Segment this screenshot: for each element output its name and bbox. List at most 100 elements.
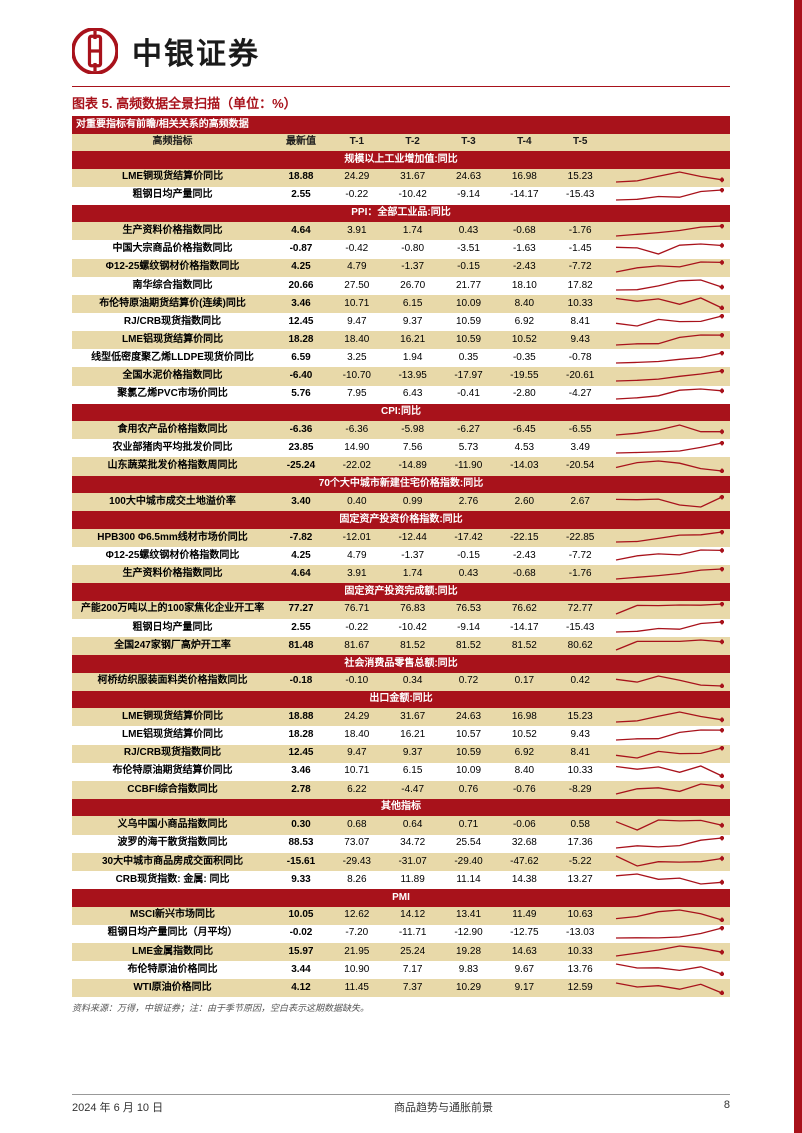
value-cell: -31.07 [385, 853, 441, 871]
value-cell: -7.20 [329, 925, 385, 943]
value-cell: 4.25 [273, 547, 329, 565]
value-cell: 19.28 [441, 943, 497, 961]
value-cell: 10.59 [441, 331, 497, 349]
section-header: PMI [72, 889, 730, 907]
sparkline [608, 637, 730, 655]
value-cell: 8.40 [496, 763, 552, 781]
value-cell: 0.72 [441, 673, 497, 691]
value-cell: 0.34 [385, 673, 441, 691]
table-row: LME金属指数同比15.9721.9525.2419.2814.6310.33 [72, 943, 730, 961]
value-cell: 9.37 [385, 313, 441, 331]
value-cell: 11.14 [441, 871, 497, 889]
value-cell: -7.82 [273, 529, 329, 547]
table-row: RJ/CRB现货指数同比12.459.479.3710.596.928.41 [72, 745, 730, 763]
value-cell: 3.91 [329, 222, 385, 240]
indicator-name: Φ12-25螺纹钢材价格指数同比 [72, 259, 273, 277]
value-cell: -10.70 [329, 367, 385, 385]
value-cell: -5.98 [385, 421, 441, 439]
value-cell: -29.43 [329, 853, 385, 871]
value-cell: 17.36 [552, 835, 608, 853]
value-cell: 13.27 [552, 871, 608, 889]
value-cell: -19.55 [496, 367, 552, 385]
boc-logo-icon [72, 28, 118, 74]
value-cell: -3.51 [441, 240, 497, 258]
indicator-name: 柯桥纺织服装面料类价格指数同比 [72, 673, 273, 691]
value-cell: 0.58 [552, 816, 608, 834]
column-header-row: 高频指标最新值T-1T-2T-3T-4T-5 [72, 134, 730, 152]
value-cell: 81.52 [496, 637, 552, 655]
value-cell: 73.07 [329, 835, 385, 853]
value-cell: 9.47 [329, 313, 385, 331]
value-cell: 12.45 [273, 745, 329, 763]
table-row: CCBFI综合指数同比2.786.22-4.470.76-0.76-8.29 [72, 781, 730, 799]
value-cell: -0.42 [329, 240, 385, 258]
value-cell: -15.43 [552, 187, 608, 205]
value-cell: -17.97 [441, 367, 497, 385]
value-cell: -6.40 [273, 367, 329, 385]
value-cell: 11.89 [385, 871, 441, 889]
value-cell: 15.23 [552, 169, 608, 187]
value-cell: -0.68 [496, 565, 552, 583]
indicator-name: LME铜现货结算价同比 [72, 708, 273, 726]
table-row: 全国水泥价格指数同比-6.40-10.70-13.95-17.97-19.55-… [72, 367, 730, 385]
value-cell: -0.78 [552, 349, 608, 367]
value-cell: 4.53 [496, 439, 552, 457]
value-cell: -0.22 [329, 619, 385, 637]
sparkline [608, 925, 730, 943]
value-cell: 18.28 [273, 331, 329, 349]
value-cell: 10.71 [329, 763, 385, 781]
value-cell: -12.44 [385, 529, 441, 547]
sparkline [608, 222, 730, 240]
value-cell: 14.90 [329, 439, 385, 457]
value-cell: 76.53 [441, 601, 497, 619]
indicator-name: 聚氯乙烯PVC市场价同比 [72, 386, 273, 404]
col-spark [608, 134, 730, 152]
value-cell: 18.28 [273, 726, 329, 744]
indicator-name: 粗钢日均产量同比（月平均） [72, 925, 273, 943]
value-cell: 9.83 [441, 961, 497, 979]
value-cell: 21.95 [329, 943, 385, 961]
indicator-name: 生产资料价格指数同比 [72, 222, 273, 240]
sparkline [608, 386, 730, 404]
indicator-name: WTI原油价格同比 [72, 979, 273, 997]
value-cell: -8.29 [552, 781, 608, 799]
table-row: 粗钢日均产量同比（月平均）-0.02-7.20-11.71-12.90-12.7… [72, 925, 730, 943]
footer-title: 商品趋势与通胀前景 [394, 1099, 493, 1115]
value-cell: 10.59 [441, 313, 497, 331]
value-cell: 3.49 [552, 439, 608, 457]
value-cell: -4.27 [552, 386, 608, 404]
value-cell: 18.40 [329, 331, 385, 349]
value-cell: 4.64 [273, 222, 329, 240]
indicator-name: 波罗的海干散货指数同比 [72, 835, 273, 853]
sparkline [608, 907, 730, 925]
value-cell: -14.17 [496, 619, 552, 637]
value-cell: -0.15 [441, 259, 497, 277]
value-cell: -13.95 [385, 367, 441, 385]
indicator-name: Φ12-25螺纹钢材价格指数同比 [72, 547, 273, 565]
value-cell: 16.98 [496, 169, 552, 187]
value-cell: -15.43 [552, 619, 608, 637]
value-cell: 7.95 [329, 386, 385, 404]
value-cell: 76.83 [385, 601, 441, 619]
table-row: 柯桥纺织服装面料类价格指数同比-0.18-0.100.340.720.170.4… [72, 673, 730, 691]
value-cell: 88.53 [273, 835, 329, 853]
value-cell: -12.75 [496, 925, 552, 943]
indicator-name: LME铝现货结算价同比 [72, 726, 273, 744]
value-cell: 76.71 [329, 601, 385, 619]
value-cell: -1.37 [385, 259, 441, 277]
value-cell: -10.42 [385, 619, 441, 637]
value-cell: 17.82 [552, 277, 608, 295]
sparkline [608, 853, 730, 871]
value-cell: 77.27 [273, 601, 329, 619]
indicator-name: 布伦特原油价格同比 [72, 961, 273, 979]
table-row: 布伦特原油价格同比3.4410.907.179.839.6713.76 [72, 961, 730, 979]
table-row: LME铜现货结算价同比18.8824.2931.6724.6316.9815.2… [72, 169, 730, 187]
sparkline [608, 816, 730, 834]
section-header: 社会消费品零售总额:同比 [72, 655, 730, 673]
sparkline [608, 943, 730, 961]
value-cell: -2.43 [496, 259, 552, 277]
footer-page: 8 [724, 1099, 730, 1115]
value-cell: 10.09 [441, 295, 497, 313]
sparkline [608, 745, 730, 763]
value-cell: 14.12 [385, 907, 441, 925]
